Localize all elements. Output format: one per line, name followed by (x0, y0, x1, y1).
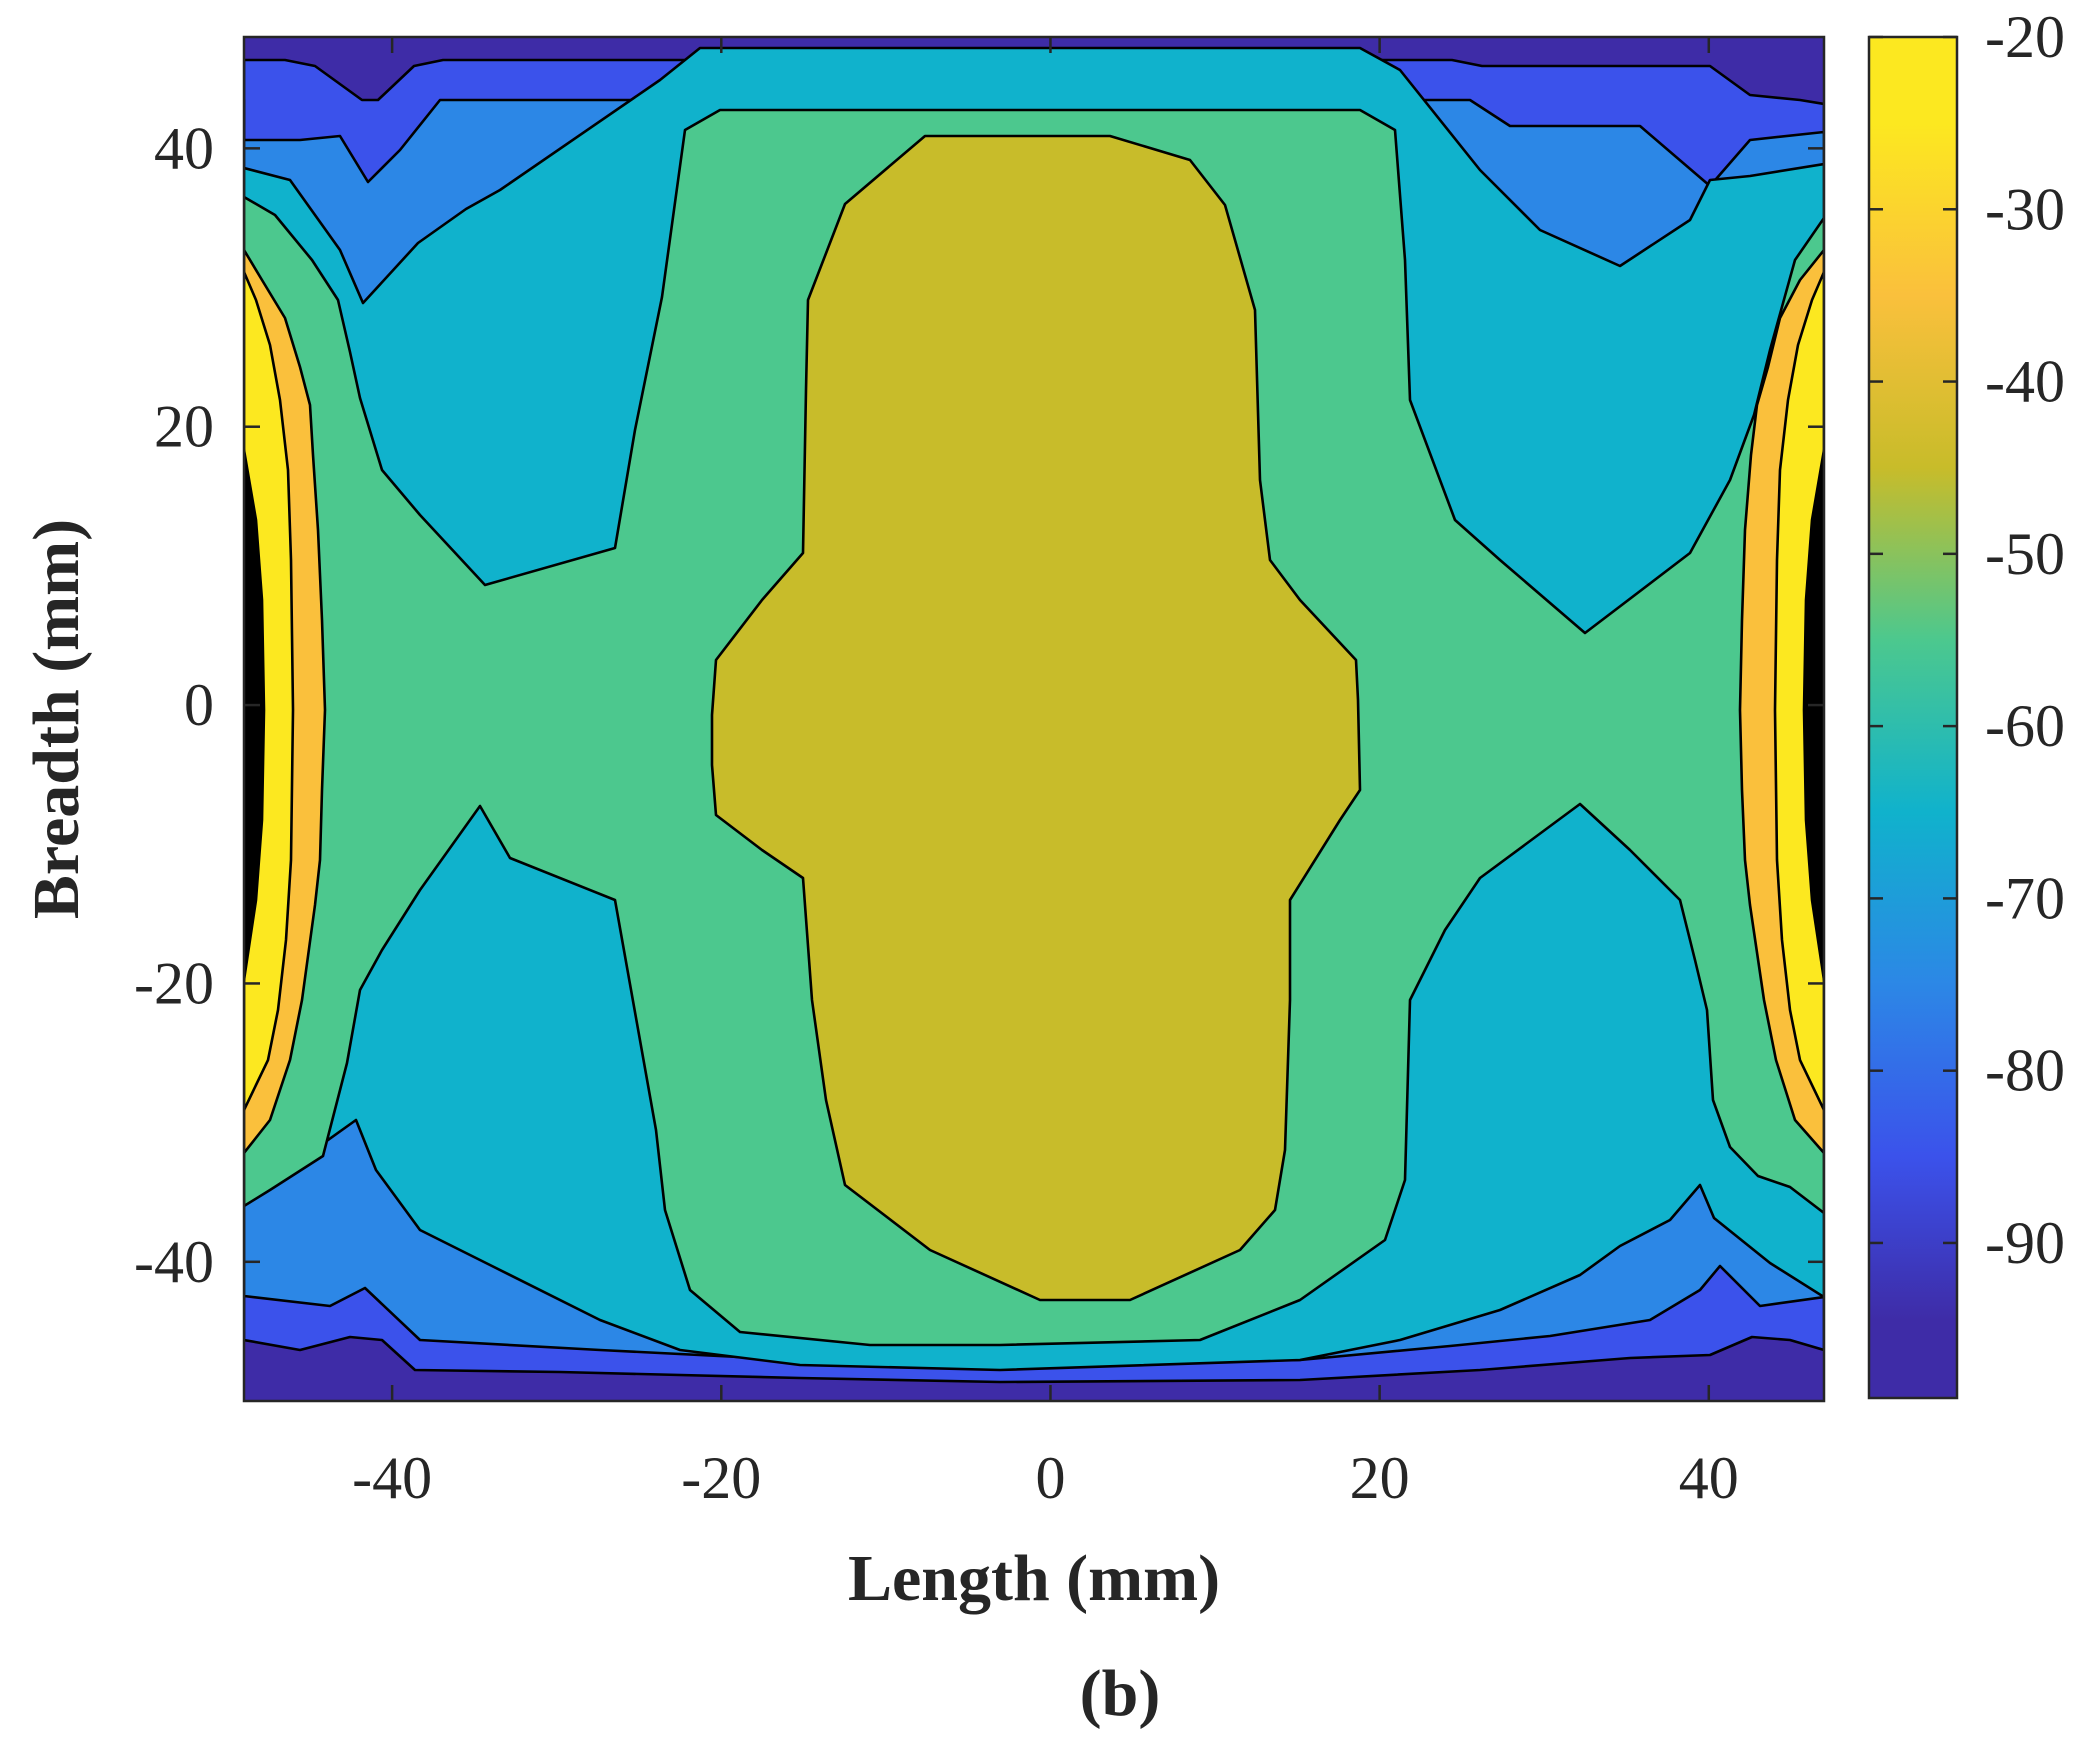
y-tick-label: -20 (134, 950, 214, 1016)
plot-box-group (242, 35, 1826, 1403)
colorbar: -20 -30 -40 -50 -60 -70 -80 -90 (1867, 4, 2065, 1400)
x-tick-label: 20 (1350, 1445, 1410, 1511)
colorbar-tick-label: -70 (1985, 865, 2065, 931)
y-tick-label: 20 (154, 394, 214, 460)
panel-label: (b) (1080, 1657, 1161, 1730)
colorbar-tick-label: -60 (1985, 693, 2065, 759)
colorbar-frame (1867, 35, 1959, 1400)
x-tick-label: 40 (1679, 1445, 1739, 1511)
colorbar-tick-label: -30 (1985, 176, 2065, 242)
level-fill-minus-20-right (1802, 448, 1824, 982)
level-fill-minus-20-left (244, 448, 266, 982)
level-fill-minus-50 (710, 134, 1362, 1302)
y-tick-labels: -40 -20 0 20 40 (134, 115, 214, 1294)
colorbar-tick-label: -80 (1985, 1038, 2065, 1104)
x-axis-title: Length (mm) (848, 1542, 1220, 1615)
y-tick-label: 40 (154, 115, 214, 181)
x-tick-label: -40 (352, 1445, 432, 1511)
plot-box (242, 35, 1826, 1403)
colorbar-tick-label: -40 (1985, 349, 2065, 415)
x-tick-labels: -40 -20 0 20 40 (352, 1445, 1739, 1511)
y-tick-label: -40 (134, 1229, 214, 1295)
colorbar-gradient (1869, 37, 1957, 1398)
y-tick-label: 0 (184, 672, 214, 738)
x-tick-label: 0 (1035, 1445, 1065, 1511)
colorbar-tick-label: -20 (1985, 4, 2065, 70)
colorbar-tick-label: -90 (1985, 1210, 2065, 1276)
colorbar-tick-label: -50 (1985, 521, 2065, 587)
y-axis-title: Breadth (mm) (20, 519, 93, 919)
contour-plot-area (244, 37, 1824, 1401)
plot-ticks (244, 37, 1824, 1401)
x-tick-label: -20 (681, 1445, 761, 1511)
